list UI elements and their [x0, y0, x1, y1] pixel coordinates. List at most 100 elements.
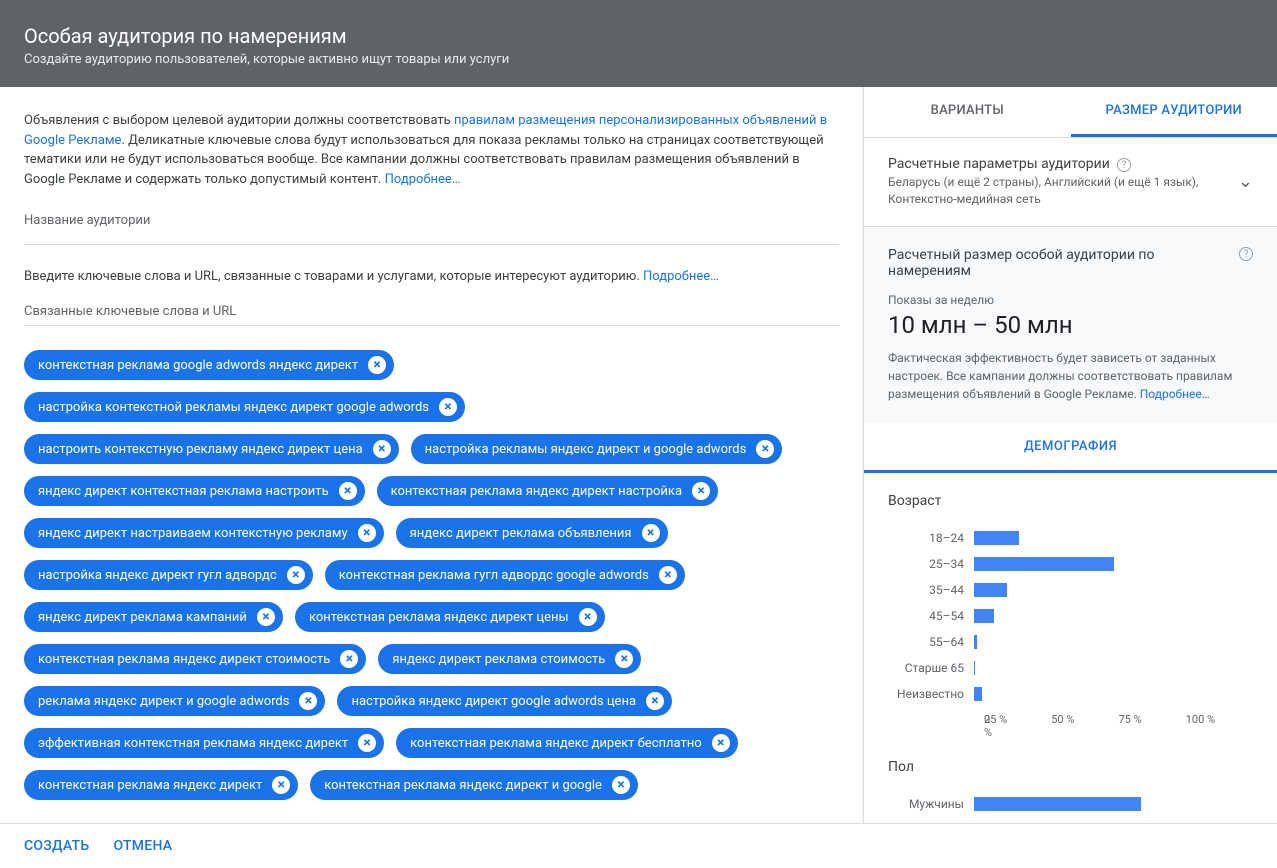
chevron-down-icon[interactable]: ⌄	[1238, 171, 1253, 192]
close-icon[interactable]: ×	[339, 482, 357, 500]
bar-label: Мужчины	[888, 797, 974, 811]
bar-row: Мужчины	[888, 791, 1253, 817]
dialog-footer: СОЗДАТЬ ОТМЕНА	[0, 823, 1277, 868]
bar-track	[974, 659, 1253, 677]
bar-track	[974, 555, 1253, 573]
help-icon[interactable]: ?	[1239, 247, 1253, 261]
related-keywords-label: Связанные ключевые слова и URL	[24, 304, 839, 319]
chip-label: настройка контекстной рекламы яндекс дир…	[38, 400, 429, 415]
chip-label: настройка рекламы яндекс директ и google…	[425, 442, 747, 457]
keywords-more-link[interactable]: Подробнее…	[643, 269, 719, 284]
keyword-chip[interactable]: контекстная реклама яндекс директ ×	[24, 770, 298, 800]
divider	[24, 325, 839, 326]
close-icon[interactable]: ×	[373, 440, 391, 458]
create-button[interactable]: СОЗДАТЬ	[24, 838, 89, 854]
keyword-chip[interactable]: контекстная реклама яндекс директ беспла…	[396, 728, 738, 758]
chip-label: настроить контекстную рекламу яндекс дир…	[38, 442, 363, 457]
tab-demography[interactable]: ДЕМОГРАФИЯ	[864, 423, 1277, 473]
keyword-chip[interactable]: настройка рекламы яндекс директ и google…	[411, 434, 783, 464]
estimate-value: 10 млн – 50 млн	[888, 311, 1253, 339]
cancel-button[interactable]: ОТМЕНА	[113, 838, 172, 854]
bar-row: 55–64	[888, 629, 1253, 655]
keyword-chip[interactable]: настроить контекстную рекламу яндекс дир…	[24, 434, 399, 464]
keyword-chip[interactable]: контекстная реклама гугл адвордс google …	[325, 560, 685, 590]
close-icon[interactable]: ×	[368, 356, 386, 374]
bar-row: Неизвестно	[888, 681, 1253, 707]
close-icon[interactable]: ×	[659, 566, 677, 584]
close-icon[interactable]: ×	[712, 734, 730, 752]
age-chart-title: Возраст	[888, 493, 1253, 509]
estimate-note: Фактическая эффективность будет зависеть…	[888, 349, 1253, 403]
bar-track	[974, 607, 1253, 625]
bar-track	[974, 685, 1253, 703]
chip-label: контекстная реклама яндекс директ	[38, 778, 262, 793]
chip-label: реклама яндекс директ и google adwords	[38, 694, 289, 709]
keyword-chip[interactable]: контекстная реклама яндекс директ и goog…	[310, 770, 638, 800]
close-icon[interactable]: ×	[615, 650, 633, 668]
close-icon[interactable]: ×	[692, 482, 710, 500]
keyword-chip[interactable]: настройка контекстной рекламы яндекс дир…	[24, 392, 465, 422]
chip-label: настройка яндекс директ google adwords ц…	[351, 694, 636, 709]
chip-label: контекстная реклама яндекс директ и goog…	[324, 778, 602, 793]
bar-label: 55–64	[888, 635, 974, 649]
chip-label: яндекс директ контекстная реклама настро…	[38, 484, 329, 499]
close-icon[interactable]: ×	[642, 524, 660, 542]
bar-label: Старше 65	[888, 661, 974, 675]
close-icon[interactable]: ×	[646, 692, 664, 710]
bar-fill	[974, 583, 1007, 597]
tab-audience-size[interactable]: РАЗМЕР АУДИТОРИИ	[1071, 87, 1277, 137]
close-icon[interactable]: ×	[272, 776, 290, 794]
help-icon[interactable]: ?	[1117, 158, 1131, 172]
bar-fill	[974, 557, 1114, 571]
keyword-chip[interactable]: контекстная реклама яндекс директ цены ×	[295, 602, 605, 632]
tab-variants[interactable]: ВАРИАНТЫ	[864, 87, 1071, 137]
chip-label: яндекс директ реклама стоимость	[392, 652, 605, 667]
keyword-chip[interactable]: эффективная контекстная реклама яндекс д…	[24, 728, 384, 758]
estimate-title: Расчетный размер особой аудитории по нам…	[888, 247, 1235, 279]
estimate-more-link[interactable]: Подробнее…	[1140, 387, 1210, 401]
keyword-chip[interactable]: контекстная реклама google adwords яндек…	[24, 350, 394, 380]
bar-track	[974, 633, 1253, 651]
keyword-chip[interactable]: контекстная реклама яндекс директ настро…	[377, 476, 718, 506]
close-icon[interactable]: ×	[299, 692, 317, 710]
close-icon[interactable]: ×	[358, 734, 376, 752]
bar-fill	[974, 609, 994, 623]
bar-track	[974, 529, 1253, 547]
chip-label: настройка яндекс директ гугл адвордс	[38, 568, 277, 583]
keyword-chip[interactable]: яндекс директ контекстная реклама настро…	[24, 476, 365, 506]
close-icon[interactable]: ×	[257, 608, 275, 626]
chip-label: контекстная реклама яндекс директ цены	[309, 610, 569, 625]
keyword-chips: контекстная реклама google adwords яндек…	[24, 350, 839, 800]
bar-label: 25–34	[888, 557, 974, 571]
params-meta: Беларусь (и ещё 2 страны), Английский (и…	[888, 174, 1238, 208]
keyword-chip[interactable]: яндекс директ реклама объявления×	[396, 518, 668, 548]
bar-row: Старше 65	[888, 655, 1253, 681]
close-icon[interactable]: ×	[340, 650, 358, 668]
chip-label: контекстная реклама яндекс директ беспла…	[410, 736, 702, 751]
close-icon[interactable]: ×	[579, 608, 597, 626]
dialog-header: Особая аудитория по намерениям Создайте …	[0, 0, 1277, 87]
bar-row: 45–54	[888, 603, 1253, 629]
keyword-chip[interactable]: настройка яндекс директ гугл адвордс ×	[24, 560, 313, 590]
side-panel: ВАРИАНТЫ РАЗМЕР АУДИТОРИИ Расчетные пара…	[863, 87, 1277, 823]
close-icon[interactable]: ×	[439, 398, 457, 416]
audience-name-field[interactable]: Название аудитории	[24, 213, 839, 245]
main-panel: Объявления с выбором целевой аудитории д…	[0, 87, 863, 823]
keyword-chip[interactable]: яндекс директ реклама кампаний×	[24, 602, 283, 632]
estimate-box: Расчетный размер особой аудитории по нам…	[864, 227, 1277, 423]
chip-label: контекстная реклама яндекс директ стоимо…	[38, 652, 330, 667]
keyword-chip[interactable]: контекстная реклама яндекс директ стоимо…	[24, 644, 366, 674]
close-icon[interactable]: ×	[358, 524, 376, 542]
close-icon[interactable]: ×	[612, 776, 630, 794]
close-icon[interactable]: ×	[756, 440, 774, 458]
audience-name-label: Название аудитории	[24, 213, 839, 228]
close-icon[interactable]: ×	[287, 566, 305, 584]
keyword-chip[interactable]: яндекс директ настраиваем контекстную ре…	[24, 518, 384, 548]
keyword-chip[interactable]: настройка яндекс директ google adwords ц…	[337, 686, 672, 716]
audience-params-section: Расчетные параметры аудитории ? Беларусь…	[864, 138, 1277, 227]
gender-chart-title: Пол	[888, 759, 1253, 775]
keyword-chip[interactable]: реклама яндекс директ и google adwords ×	[24, 686, 325, 716]
bar-row: 35–44	[888, 577, 1253, 603]
learn-more-link[interactable]: Подробнее…	[385, 172, 461, 187]
keyword-chip[interactable]: яндекс директ реклама стоимость ×	[378, 644, 641, 674]
